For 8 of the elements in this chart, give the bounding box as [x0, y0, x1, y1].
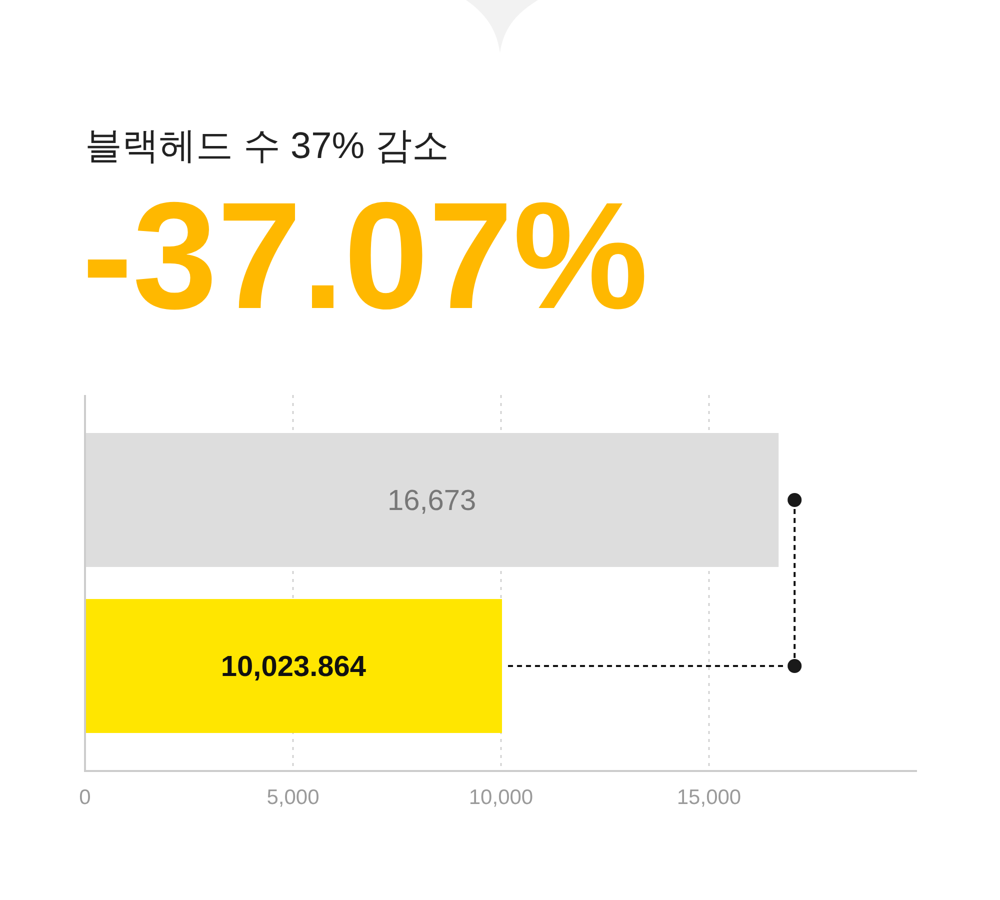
x-tick-label: 10,000 [468, 786, 534, 809]
chart-title: 블랙헤드 수 37% 감소 [85, 125, 449, 166]
x-tick-label: 5,000 [266, 786, 320, 809]
data-label: 16,673 [387, 485, 476, 517]
x-tick-label: 15,000 [676, 786, 742, 809]
x-tick-label: 0 [79, 786, 91, 809]
data-label: 10,023.864 [220, 651, 366, 683]
chart-subtitle: -37.07% [82, 171, 648, 341]
